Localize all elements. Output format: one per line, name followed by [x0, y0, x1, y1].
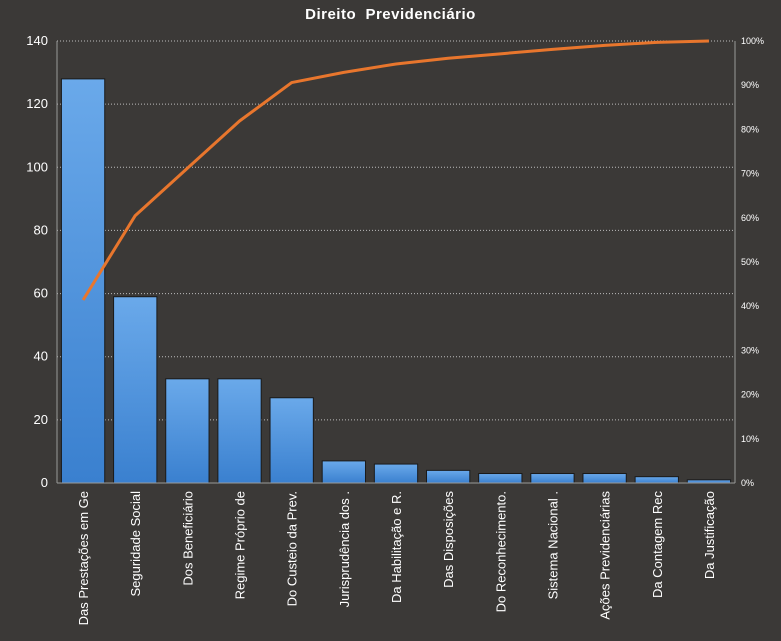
bar — [321, 460, 366, 484]
x-tick-label: Jurisprudência dos . — [337, 491, 352, 607]
x-tick-label: Da Contagem Rec — [650, 491, 665, 598]
y2-tick-label: 10% — [741, 434, 759, 444]
y-tick-label: 100 — [26, 159, 48, 174]
x-tick-label: Das Prestações em Ge — [76, 491, 91, 625]
y2-tick-label: 30% — [741, 345, 759, 355]
y-tick-label: 140 — [26, 33, 48, 48]
axes: 0 20 40 60 80 100 120 140 0% 10% 20% 30% 40% 50% 60% 70… — [26, 33, 764, 625]
y2-tick-label: 40% — [741, 301, 759, 311]
cumulative-percent-series — [81, 39, 709, 301]
bar — [217, 378, 262, 484]
y2-tick-label: 80% — [741, 124, 759, 134]
bar — [113, 296, 158, 484]
y2-tick-label: 0% — [741, 478, 754, 488]
y2-tick-label: 50% — [741, 257, 759, 267]
bar — [269, 397, 314, 484]
bar — [165, 378, 210, 484]
x-tick-label: Da Habilitação e R. — [389, 491, 404, 603]
x-tick-label: Da Justificação — [702, 491, 717, 579]
x-tick-label: Do Custeio da Prev. — [285, 491, 300, 606]
cumulative-line — [81, 39, 709, 301]
y-tick-label: 60 — [34, 286, 48, 301]
x-tick-label: Das Disposições — [441, 491, 456, 588]
y-tick-label: 120 — [26, 96, 48, 111]
bar — [478, 473, 523, 484]
y-tick-label: 40 — [34, 349, 48, 364]
bar — [60, 78, 106, 484]
y2-tick-label: 60% — [741, 213, 759, 223]
y-tick-label: 0 — [41, 475, 48, 490]
y2-tick-label: 70% — [741, 169, 759, 179]
y2-tick-label: 20% — [741, 390, 759, 400]
bar — [634, 476, 679, 484]
y2-tick-label: 90% — [741, 80, 759, 90]
x-tick-label: Seguridade Social — [128, 491, 143, 597]
bar — [373, 463, 419, 484]
x-tick-label: Dos Beneficiário — [180, 491, 195, 586]
bars — [60, 78, 732, 484]
x-tick-label: Sistema Nacional . — [545, 491, 560, 599]
bar — [530, 473, 575, 484]
x-tick-label: Regime Próprio de — [233, 491, 248, 599]
bar — [426, 469, 471, 484]
x-tick-label: Ações Previdenciárias — [598, 491, 613, 620]
y2-tick-label: 100% — [741, 36, 764, 46]
y-tick-label: 80 — [34, 222, 48, 237]
x-tick-label: Do Reconhecimento. — [493, 491, 508, 612]
bar — [582, 473, 627, 484]
gridlines — [57, 40, 735, 421]
y-tick-label: 20 — [34, 412, 48, 427]
chart-title: Direito Previdenciário — [305, 6, 476, 23]
